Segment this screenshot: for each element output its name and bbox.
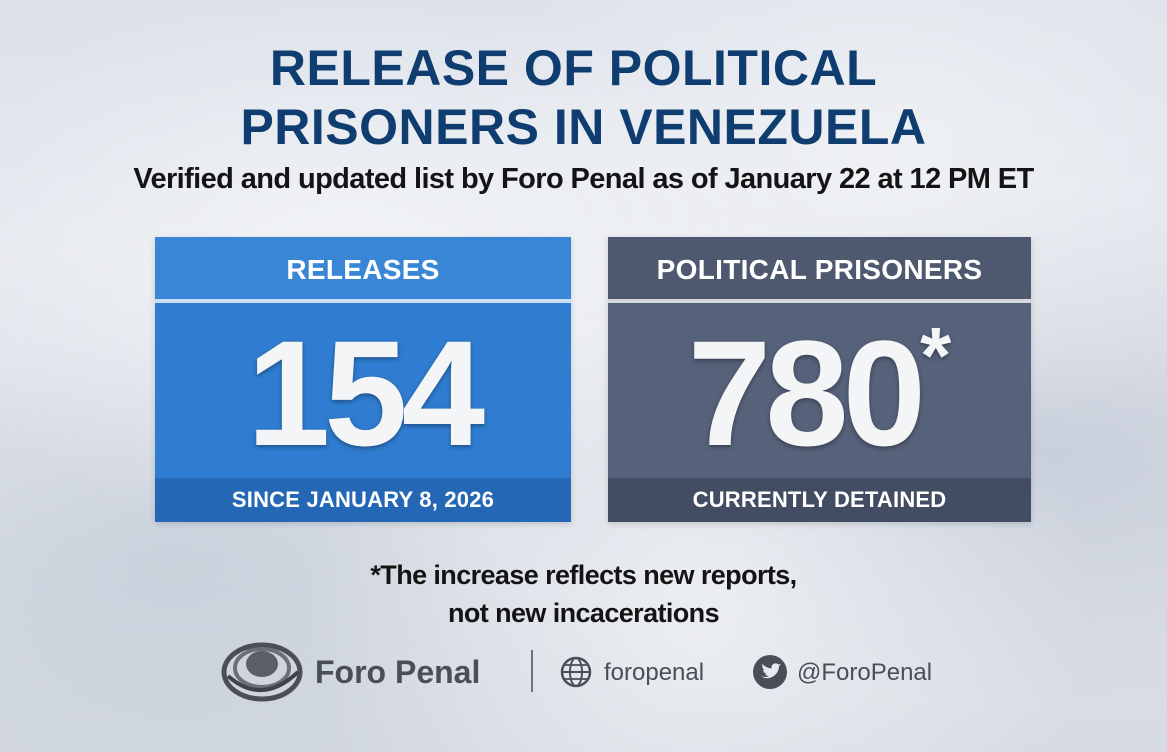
releases-card: RELEASES 154 SINCE JANUARY 8, 2026 [155,237,571,522]
globe-icon [560,656,592,688]
prisoners-caption: CURRENTLY DETAINED [608,478,1031,522]
releases-caption: SINCE JANUARY 8, 2026 [155,478,571,522]
prisoners-count: 780 [687,309,926,477]
releases-label: RELEASES [155,237,571,299]
prisoners-divider [608,299,1031,303]
prisoners-asterisk: * [920,311,952,400]
prisoners-count-wrap: 780* [608,311,1031,473]
brand-name: Foro Penal [315,654,481,690]
footnote-line-2: not new incacerations [448,598,720,628]
releases-body: 154 [155,303,571,478]
footnote-line-1: *The increase reflects new reports, [370,560,797,590]
website-link[interactable]: foropenal [604,659,705,686]
twitter-bird-icon [753,655,787,689]
footer-divider [531,650,533,692]
political-prisoners-card: POLITICAL PRISONERS 780* CURRENTLY DETAI… [608,237,1031,522]
releases-count: 154 [246,309,485,477]
footer-bar: Foro Penal foropenal @ForoPenal [0,632,1167,702]
prisoners-label: POLITICAL PRISONERS [608,237,1031,299]
title-line-1: RELEASE OF POLITICAL [269,40,878,96]
twitter-handle-link[interactable]: @ForoPenal [797,659,933,686]
releases-divider [155,299,571,303]
foro-penal-logo-icon [221,642,303,702]
title-line-2: PRISONERS IN VENEZUELA [240,99,927,155]
subtitle: Verified and updated list by Foro Penal … [133,163,1034,195]
prisoners-body: 780* [608,303,1031,478]
